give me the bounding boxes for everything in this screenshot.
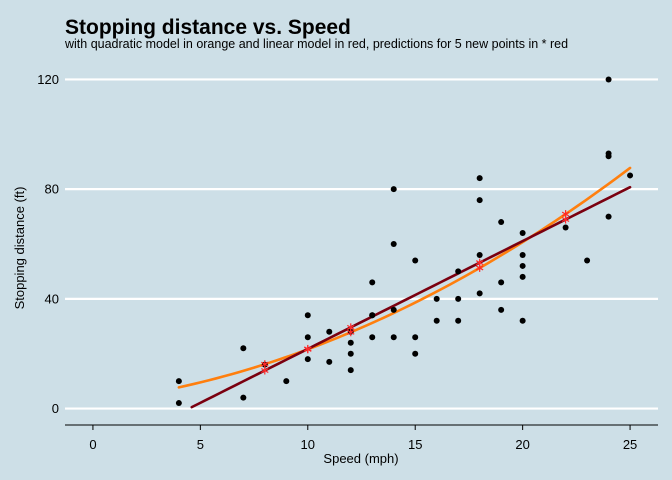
data-point (519, 230, 526, 237)
y-axis-label: Stopping distance (ft) (12, 187, 27, 310)
data-point (519, 273, 526, 280)
data-point (175, 378, 182, 385)
data-point (519, 262, 526, 269)
data-point (304, 312, 311, 319)
prediction-marker-linear (261, 366, 269, 375)
chart-subtitle: with quadratic model in orange and linea… (64, 37, 568, 51)
data-point (347, 339, 354, 346)
data-point (476, 251, 483, 258)
x-tick-label: 25 (623, 437, 637, 452)
y-tick-label: 0 (52, 401, 59, 416)
data-point (412, 334, 419, 341)
data-point (390, 306, 397, 313)
x-tick-label: 10 (301, 437, 315, 452)
data-point (605, 213, 612, 220)
data-point (498, 219, 505, 226)
prediction-marker-linear (475, 258, 484, 267)
x-tick-label: 5 (197, 437, 204, 452)
x-tick-label: 0 (89, 437, 96, 452)
data-point (347, 367, 354, 374)
data-point (390, 241, 397, 247)
data-point (433, 317, 440, 324)
y-ticks: 0 40 80 120 (37, 72, 59, 416)
data-point (347, 350, 354, 357)
data-point (326, 328, 333, 335)
y-tick-label: 80 (45, 182, 59, 197)
data-point (627, 172, 634, 179)
data-point (519, 251, 526, 258)
x-axis-label: Speed (mph) (323, 451, 398, 466)
data-point (240, 345, 247, 352)
data-point (476, 175, 483, 182)
data-point (519, 317, 526, 324)
gridlines (65, 78, 658, 410)
data-point (326, 358, 333, 365)
data-point (412, 350, 419, 357)
data-point (433, 295, 440, 302)
prediction-markers (261, 210, 570, 375)
data-point (498, 279, 505, 286)
data-point (476, 197, 483, 204)
data-point (455, 317, 462, 324)
data-point (283, 378, 290, 385)
data-points (175, 76, 634, 407)
x-tick-label: 15 (408, 437, 422, 452)
data-point (390, 186, 397, 193)
prediction-marker-linear (561, 215, 570, 224)
data-point (498, 306, 505, 313)
y-tick-label: 40 (45, 291, 59, 306)
data-point (455, 268, 462, 275)
data-point (369, 312, 376, 319)
data-point (412, 257, 419, 264)
data-point (390, 334, 397, 341)
data-point (304, 334, 311, 341)
data-point (455, 295, 462, 302)
chart-title: Stopping distance vs. Speed (65, 16, 351, 39)
data-point (584, 257, 591, 264)
x-ticks: 0 5 10 15 20 25 (89, 425, 637, 452)
data-point (605, 150, 612, 157)
prediction-marker-linear (304, 344, 312, 353)
data-point (605, 76, 612, 83)
x-tick-label: 20 (515, 437, 529, 452)
data-point (476, 290, 483, 297)
data-point (369, 279, 376, 286)
prediction-marker-linear (346, 323, 355, 332)
data-point (562, 224, 569, 231)
data-point (175, 400, 182, 407)
data-point (240, 394, 247, 401)
quadratic-model-line (177, 166, 632, 389)
data-point (369, 334, 376, 341)
data-point (304, 356, 311, 363)
y-tick-label: 120 (37, 72, 59, 87)
